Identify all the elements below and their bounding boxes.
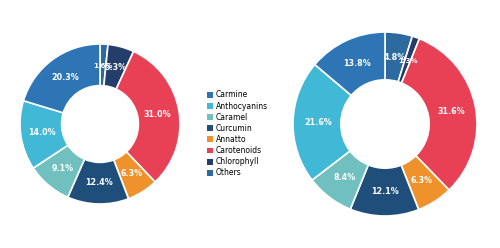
Wedge shape (401, 156, 449, 210)
Text: 13.8%: 13.8% (343, 59, 370, 67)
Text: 20.3%: 20.3% (52, 73, 79, 82)
Text: 31.0%: 31.0% (144, 110, 172, 119)
Text: 6.3%: 6.3% (410, 176, 432, 185)
Text: 1.3%: 1.3% (398, 58, 417, 64)
Legend: Carmine, Anthocyanins, Caramel, Curcumin, Annatto, Carotenoids, Chlorophyll, Oth: Carmine, Anthocyanins, Caramel, Curcumin… (207, 91, 268, 177)
Text: 4.8%: 4.8% (384, 53, 406, 62)
Text: 12.1%: 12.1% (370, 187, 398, 196)
Wedge shape (20, 101, 68, 168)
Text: 9.1%: 9.1% (52, 164, 74, 173)
Wedge shape (114, 152, 155, 199)
Text: 21.6%: 21.6% (304, 118, 332, 127)
Wedge shape (385, 32, 412, 82)
Text: 1.6%: 1.6% (93, 63, 112, 69)
Wedge shape (116, 51, 180, 182)
Text: 6.3%: 6.3% (120, 169, 142, 178)
Text: 8.4%: 8.4% (333, 173, 355, 182)
Wedge shape (24, 44, 100, 113)
Wedge shape (68, 159, 128, 204)
Text: 5.3%: 5.3% (104, 63, 126, 72)
Wedge shape (104, 44, 134, 89)
Wedge shape (293, 64, 352, 180)
Text: 14.0%: 14.0% (28, 128, 56, 137)
Wedge shape (100, 44, 108, 86)
Wedge shape (34, 145, 84, 197)
Text: 12.4%: 12.4% (84, 178, 112, 187)
Text: 31.6%: 31.6% (437, 107, 464, 116)
Wedge shape (398, 36, 419, 83)
Wedge shape (315, 32, 385, 95)
Wedge shape (402, 39, 477, 190)
Wedge shape (350, 165, 418, 216)
Wedge shape (312, 151, 368, 209)
